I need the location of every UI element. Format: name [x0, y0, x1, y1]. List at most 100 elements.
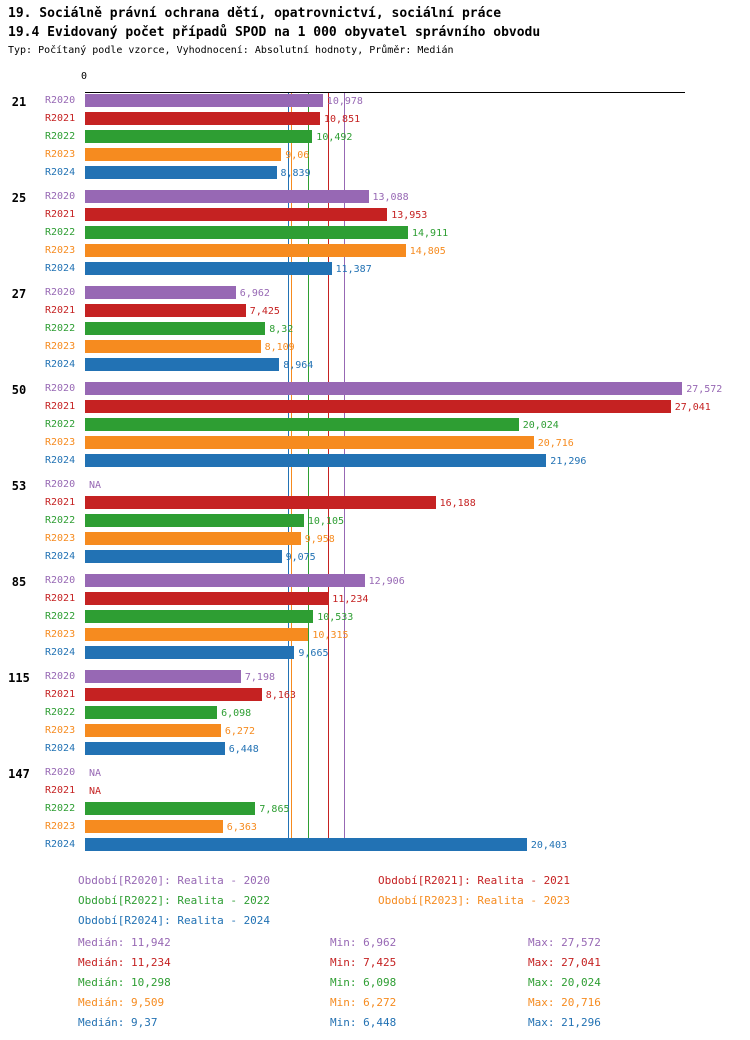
axis-zero-label: 0 [81, 71, 88, 82]
median-line-R2024 [288, 93, 289, 851]
series-row-label: R2023 [45, 245, 76, 256]
median-line-R2021 [328, 93, 330, 851]
bar [85, 304, 246, 317]
bar [85, 262, 332, 275]
bar [85, 190, 369, 203]
median-line-R2023 [291, 93, 292, 851]
bar-value-label: 7,865 [259, 804, 290, 815]
bar [85, 514, 304, 527]
group-label: 27 [11, 287, 27, 301]
group-label: 53 [11, 479, 27, 493]
bar [85, 94, 323, 107]
stat-median: Medián: 11,234 [78, 956, 171, 969]
series-row-label: R2022 [45, 227, 76, 238]
bar-value-label: 6,363 [226, 822, 257, 833]
bar [85, 646, 295, 659]
series-row-label: R2022 [45, 323, 76, 334]
series-row-label: R2021 [45, 497, 76, 508]
stat-min: Min: 7,425 [330, 956, 397, 969]
bar [85, 358, 280, 371]
series-row-label: R2023 [45, 821, 76, 832]
bar-value-label: 8,109 [264, 342, 295, 353]
bar-value-label: 13,088 [372, 192, 409, 203]
stat-median: Medián: 10,298 [78, 976, 171, 989]
series-row-label: R2020 [45, 383, 76, 394]
group-label: 147 [8, 767, 30, 781]
series-row-label: R2021 [45, 593, 76, 604]
bar [85, 628, 309, 641]
bar-value-label: 8,163 [265, 690, 296, 701]
bar-value-label: 9,665 [298, 648, 329, 659]
series-row-label: R2024 [45, 167, 76, 178]
bar [85, 820, 223, 833]
series-row-label: R2020 [45, 191, 76, 202]
series-row-label: R2020 [45, 287, 76, 298]
bar [85, 340, 261, 353]
bar [85, 112, 320, 125]
bar-value-label: 10,492 [316, 132, 353, 143]
bar [85, 496, 436, 509]
series-row-label: R2020 [45, 671, 76, 682]
bar-value-label: 27,041 [674, 402, 711, 413]
stat-median: Medián: 9,37 [78, 1016, 158, 1029]
series-row-label: R2023 [45, 533, 76, 544]
bar [85, 592, 329, 605]
stat-max: Max: 20,716 [528, 996, 601, 1009]
bar [85, 532, 301, 545]
bar-value-label: 8,839 [280, 168, 311, 179]
bar-value-label: 6,098 [221, 708, 252, 719]
report-subtitle: Typ: Počítaný podle vzorce, Vyhodnocení:… [8, 45, 454, 56]
series-row-label: R2021 [45, 785, 76, 796]
bar-value-label: 21,296 [550, 456, 587, 467]
bar-value-label: 11,387 [335, 264, 372, 275]
bar [85, 724, 221, 737]
series-row-label: R2020 [45, 767, 76, 778]
stat-min: Min: 6,448 [330, 1016, 397, 1029]
bar-value-label: 7,198 [244, 672, 275, 683]
series-row-label: R2022 [45, 611, 76, 622]
bar-value-label: 8,32 [269, 324, 294, 335]
series-row-label: R2020 [45, 479, 76, 490]
report-title-line1: 19. Sociálně právní ochrana dětí, opatro… [8, 6, 502, 21]
bar [85, 610, 314, 623]
series-row-label: R2024 [45, 551, 76, 562]
bar-value-label: 7,425 [249, 306, 280, 317]
bar [85, 742, 225, 755]
series-row-label: R2023 [45, 149, 76, 160]
bar-value-label: 9,958 [304, 534, 335, 545]
bar [85, 400, 671, 413]
bar-value-label: 13,953 [391, 210, 428, 221]
bar-value-label: 9,06 [285, 150, 310, 161]
stat-min: Min: 6,962 [330, 936, 397, 949]
stat-max: Max: 27,041 [528, 956, 601, 969]
bar [85, 688, 262, 701]
bar [85, 382, 683, 395]
series-row-label: R2022 [45, 707, 76, 718]
median-line-R2020 [343, 93, 345, 851]
stat-max: Max: 20,024 [528, 976, 601, 989]
series-row-label: R2021 [45, 209, 76, 220]
group-label: 85 [11, 575, 27, 589]
bar [85, 322, 266, 335]
bar-value-label: 8,964 [283, 360, 314, 371]
bar [85, 454, 547, 467]
bar-value-label: 10,105 [307, 516, 345, 527]
series-row-label: R2024 [45, 263, 76, 274]
bar-value-label: 10,978 [326, 96, 363, 107]
median-line-R2022 [308, 93, 310, 851]
bar-value-label: 14,911 [412, 228, 449, 239]
series-row-label: R2021 [45, 113, 76, 124]
bar [85, 574, 365, 587]
bar-value-label: 16,188 [439, 498, 476, 509]
series-row-label: R2022 [45, 419, 76, 430]
bar-value-na: NA [89, 786, 102, 797]
series-row-label: R2024 [45, 455, 76, 466]
bar-value-label: 10,315 [312, 630, 349, 641]
series-row-label: R2022 [45, 515, 76, 526]
bar [85, 286, 236, 299]
legend-item: Období[R2021]: Realita - 2021 [378, 874, 571, 887]
